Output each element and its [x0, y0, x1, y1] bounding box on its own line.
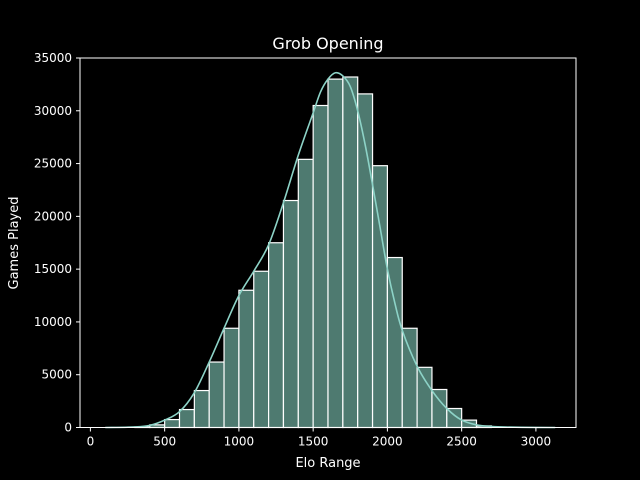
y-tick-label: 0	[64, 421, 72, 435]
kde-line	[105, 71, 556, 429]
x-tick-label: 1500	[298, 435, 329, 449]
y-tick-label: 20000	[34, 209, 72, 223]
histogram-bar	[253, 270, 270, 429]
histogram-bar	[208, 361, 225, 429]
y-tick-label: 5000	[41, 368, 72, 382]
x-tick-label: 2500	[446, 435, 477, 449]
histogram-bar	[193, 389, 210, 429]
histogram-bar	[327, 78, 344, 429]
x-tick-label: 2000	[372, 435, 403, 449]
histogram-bar	[342, 76, 359, 429]
histogram-bar	[371, 165, 389, 429]
kde-group	[105, 71, 556, 429]
y-tick-label: 15000	[34, 262, 72, 276]
x-tick-label: 3000	[521, 435, 552, 449]
x-tick-label: 500	[153, 435, 176, 449]
chart-title: Grob Opening	[272, 34, 383, 53]
histogram-bar	[282, 199, 299, 429]
plot-frame	[79, 57, 577, 428]
x-tick-label: 1000	[224, 435, 255, 449]
histogram-bar	[312, 104, 329, 429]
y-tick-label: 25000	[34, 157, 72, 171]
bars-group	[134, 76, 492, 429]
x-axis-ticks: 0 500 1000 1500 2000 2500 3000	[87, 427, 552, 449]
y-axis-label: Games Played	[7, 197, 22, 290]
y-tick-label: 10000	[34, 315, 72, 329]
y-tick-label: 30000	[34, 104, 72, 118]
histogram-bar	[431, 388, 448, 429]
y-axis-ticks: 0 5000 10000 15000 20000 25000 30000 35000	[34, 51, 80, 435]
histogram-bar	[178, 408, 195, 429]
x-axis-label: Elo Range	[295, 456, 360, 471]
histogram-bar	[164, 418, 181, 429]
histogram-bar	[267, 242, 285, 429]
x-tick-label: 0	[87, 435, 95, 449]
histogram-bar	[223, 327, 240, 429]
histogram-bar	[401, 327, 418, 429]
histogram-bar	[416, 366, 433, 429]
y-tick-label: 35000	[34, 51, 72, 65]
histogram-bar	[238, 289, 255, 429]
histogram-bar	[297, 158, 314, 429]
